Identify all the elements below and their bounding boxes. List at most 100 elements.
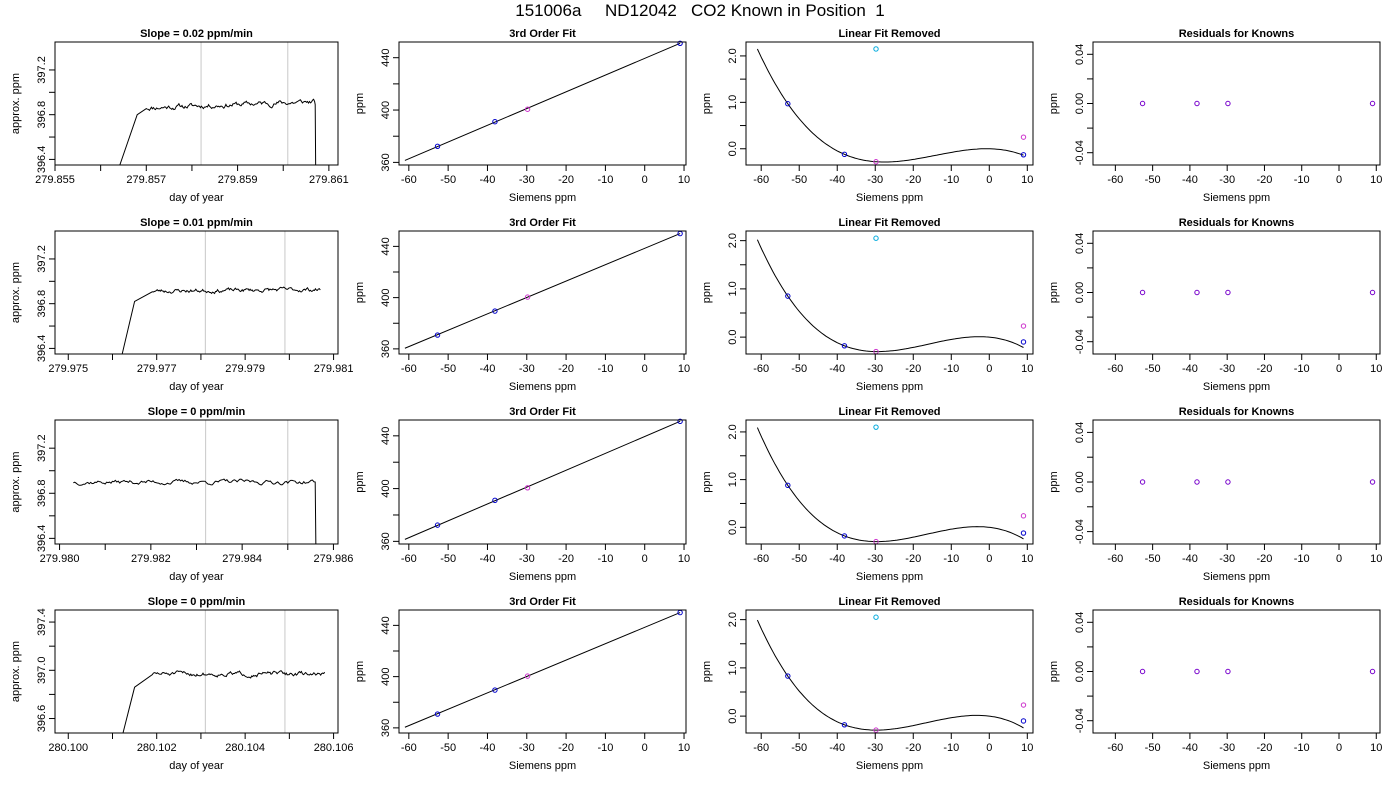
x-tick-label: -40: [829, 742, 845, 754]
x-tick-label: 280.102: [137, 742, 177, 754]
y-axis-label: ppm: [701, 93, 713, 114]
r2-lin-panel: Linear Fit Removed -60 -50 -40 -30 -20 -10 0 10 0…: [701, 217, 1034, 393]
y-tick-label: 397.2: [36, 245, 48, 273]
residual-point: [1194, 668, 1200, 675]
x-tick-label: -40: [1182, 742, 1198, 754]
plot-frame: [745, 41, 1034, 166]
y-tick-label: 440: [380, 427, 392, 445]
plot-frame: [1092, 609, 1381, 734]
x-tick-label: -40: [480, 553, 496, 565]
x-tick-label: -30: [1219, 363, 1235, 375]
plot-content: [404, 233, 681, 349]
x-tick-label: -40: [829, 553, 845, 565]
fit-point: [492, 497, 498, 504]
r4-trace-panel: Slope = 0 ppm/min 280.100 280.102 280.104 28…: [10, 596, 353, 772]
fit-point: [524, 673, 531, 679]
x-tick-label: 10: [1370, 553, 1382, 565]
x-axis-label: Siemens ppm: [856, 192, 923, 204]
x-tick-label: -50: [791, 363, 807, 375]
y-tick-label: 360: [380, 153, 392, 171]
x-tick-label: -10: [943, 553, 959, 565]
known-point: [785, 293, 791, 299]
x-axis-label: Siemens ppm: [1203, 760, 1270, 772]
x-tick-label: 279.977: [137, 363, 177, 375]
x-axis-label: Siemens ppm: [1203, 192, 1270, 204]
x-tick-label: -60: [1107, 174, 1123, 186]
r1-lin-panel: Linear Fit Removed -60 -50 -40 -30 -20 -10 0 10 0…: [701, 28, 1034, 204]
y-axis-label: ppm: [1048, 471, 1060, 492]
x-tick-label: -30: [867, 553, 883, 565]
x-tick-label: -40: [1182, 363, 1198, 375]
plot-frame: [54, 41, 339, 166]
chart-title: 3rd Order Fit: [509, 406, 576, 418]
x-tick-label: 0: [1336, 174, 1342, 186]
chart-title: 3rd Order Fit: [509, 217, 576, 229]
residual-point: [1225, 289, 1231, 296]
x-tick-label: -10: [597, 174, 613, 186]
x-tick-label: -60: [401, 742, 417, 754]
plot-content: [119, 42, 317, 165]
y-tick-label: 0.0: [727, 520, 739, 535]
plot-content: [73, 420, 317, 544]
residual-curve: [756, 427, 1024, 543]
x-tick-label: -20: [905, 363, 921, 375]
concentration-trace: [121, 286, 321, 354]
residual-point: [1225, 668, 1231, 675]
y-tick-label: 400: [380, 667, 392, 685]
x-tick-label: 280.106: [314, 742, 354, 754]
x-tick-label: -30: [519, 363, 535, 375]
x-tick-label: 10: [1370, 742, 1382, 754]
x-tick-label: -10: [597, 363, 613, 375]
x-tick-label: -30: [519, 174, 535, 186]
residual-curve: [756, 619, 1024, 731]
plot-content: [121, 231, 321, 354]
x-tick-label: 279.981: [314, 363, 354, 375]
chart-title: Linear Fit Removed: [838, 28, 940, 40]
y-tick-label: 396.6: [36, 705, 48, 733]
y-tick-label: 1.0: [727, 472, 739, 487]
x-tick-label: -20: [1257, 742, 1273, 754]
x-tick-label: 0: [986, 363, 992, 375]
plot-frame: [745, 230, 1034, 355]
y-tick-label: 397.2: [36, 56, 48, 84]
x-tick-label: -20: [558, 174, 574, 186]
x-axis-label: day of year: [169, 571, 224, 583]
x-tick-label: -20: [905, 174, 921, 186]
r2-fit-panel: 3rd Order Fit -60 -50 -40 -30 -20 -10 0 10 360 400…: [354, 217, 690, 393]
y-tick-label: 440: [380, 237, 392, 255]
x-tick-label: -50: [1145, 363, 1161, 375]
plot-frame: [54, 230, 339, 355]
chart-title: 3rd Order Fit: [509, 28, 576, 40]
y-tick-label: 2.0: [727, 48, 739, 63]
fit-point: [524, 106, 531, 112]
x-axis-label: day of year: [169, 760, 224, 772]
concentration-trace: [122, 670, 326, 733]
x-tick-label: 279.984: [222, 553, 262, 565]
x-tick-label: -20: [905, 742, 921, 754]
x-tick-label: 0: [642, 742, 648, 754]
y-tick-label: 0.0: [727, 141, 739, 156]
x-tick-label: -10: [1294, 363, 1310, 375]
known-point: [841, 343, 848, 349]
plot-content: [756, 619, 1024, 731]
y-tick-label: 0.00: [1074, 661, 1086, 682]
x-tick-label: -10: [597, 553, 613, 565]
y-axis-label: ppm: [1048, 282, 1060, 303]
y-tick-label: 396.4: [36, 146, 48, 174]
known-point: [785, 673, 791, 679]
x-tick-label: -30: [867, 742, 883, 754]
x-tick-label: 10: [678, 742, 690, 754]
plot-frame: [398, 41, 687, 166]
y-tick-label: 360: [380, 532, 392, 550]
x-tick-label: 279.980: [40, 553, 80, 565]
x-tick-label: -30: [519, 742, 535, 754]
x-tick-label: 10: [678, 553, 690, 565]
x-tick-label: 0: [1336, 742, 1342, 754]
x-tick-label: -40: [829, 174, 845, 186]
x-tick-label: -10: [943, 742, 959, 754]
y-tick-label: 1.0: [727, 660, 739, 675]
r3-fit-panel: 3rd Order Fit -60 -50 -40 -30 -20 -10 0 10 360 400…: [354, 406, 690, 583]
fit-line: [404, 612, 681, 728]
x-tick-label: -20: [1257, 363, 1273, 375]
plot-content: [756, 427, 1024, 543]
